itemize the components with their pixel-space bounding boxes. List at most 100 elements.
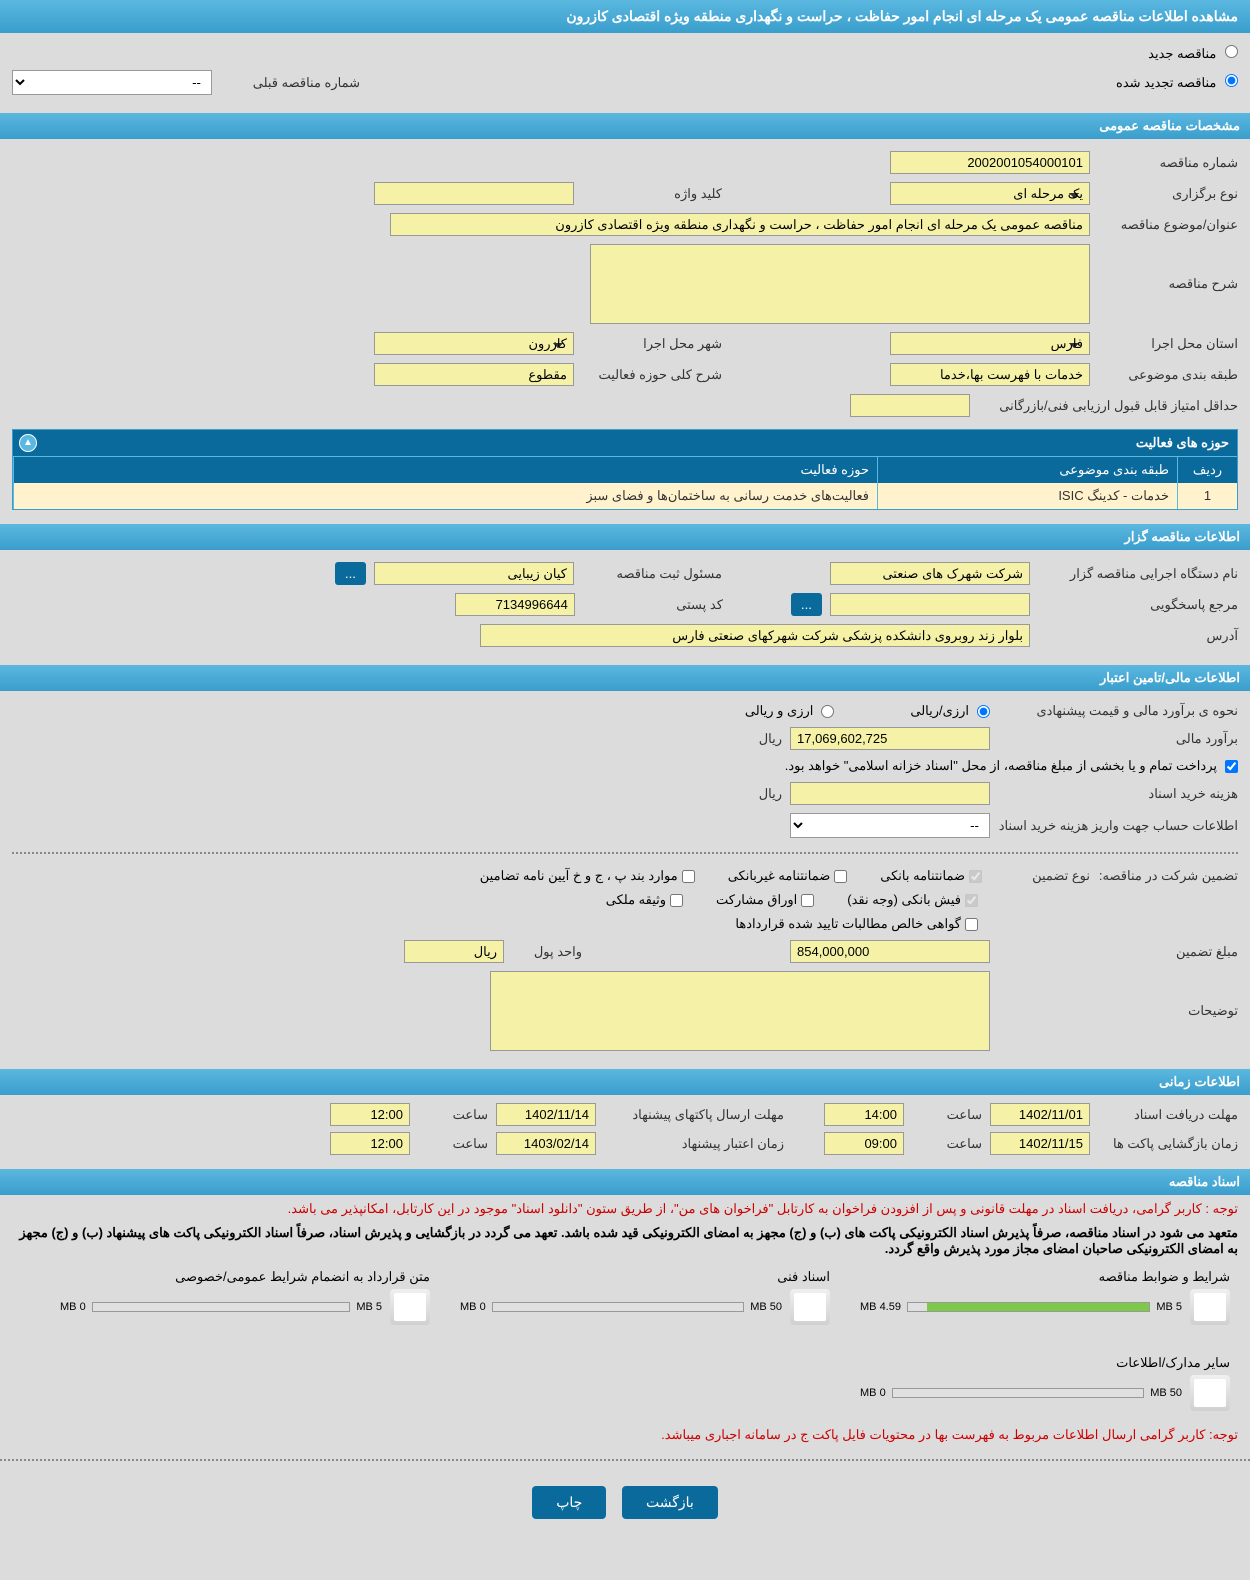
- print-button[interactable]: چاپ: [532, 1486, 606, 1519]
- registrar-more-button[interactable]: ...: [335, 562, 366, 585]
- keyword-input[interactable]: [374, 182, 574, 205]
- min-score-input[interactable]: [850, 394, 970, 417]
- type-label: نوع برگزاری: [1098, 186, 1238, 202]
- prev-number-label: شماره مناقصه قبلی: [220, 75, 360, 91]
- subject-label: عنوان/موضوع مناقصه: [1098, 217, 1238, 233]
- file-total: 5 MB: [356, 1301, 382, 1313]
- treasury-note: پرداخت تمام و یا بخشی از مبلغ مناقصه، از…: [785, 758, 1217, 774]
- open-date[interactable]: [990, 1132, 1090, 1155]
- docs-note-3: توجه: کاربر گرامی ارسال اطلاعات مربوط به…: [0, 1421, 1250, 1449]
- guarantee-amount-input[interactable]: [790, 940, 990, 963]
- folder-icon[interactable]: [1190, 1375, 1230, 1411]
- send-deadline-date[interactable]: [496, 1103, 596, 1126]
- validity-label: زمان اعتبار پیشنهاد: [604, 1136, 784, 1152]
- province-select[interactable]: فارس: [890, 332, 1090, 355]
- folder-icon[interactable]: [790, 1289, 830, 1325]
- file-box: شرایط و ضوابط مناقصه 5 MB 4.59 MB: [860, 1269, 1230, 1325]
- validity-date[interactable]: [496, 1132, 596, 1155]
- doc-cost-label: هزینه خرید اسناد: [998, 786, 1238, 802]
- docs-note-2: متعهد می شود در اسناد مناقصه، صرفاً پذیر…: [0, 1223, 1250, 1259]
- activity-table: حوزه های فعالیت ▲ ردیف طبقه بندی موضوعی …: [12, 429, 1238, 510]
- chk-prop-label: وثیقه ملکی: [606, 892, 666, 908]
- file-total: 5 MB: [1156, 1301, 1182, 1313]
- file-title: شرایط و ضوابط مناقصه: [860, 1269, 1230, 1285]
- radio-both[interactable]: [821, 705, 834, 718]
- file-grid: شرایط و ضوابط مناقصه 5 MB 4.59 MB اسناد …: [0, 1259, 1250, 1421]
- col-category: طبقه بندی موضوعی: [877, 457, 1177, 483]
- file-total: 50 MB: [1150, 1387, 1182, 1399]
- estimate-input[interactable]: [790, 727, 990, 750]
- type-select[interactable]: یک مرحله ای: [890, 182, 1090, 205]
- chk-bonds[interactable]: [801, 894, 814, 907]
- guarantee-amount-label: مبلغ تضمین: [998, 944, 1238, 960]
- chk-cert-label: گواهی خالص مطالبات تایید شده قراردادها: [735, 916, 961, 932]
- activity-table-title: حوزه های فعالیت: [1136, 435, 1229, 451]
- postal-input[interactable]: [455, 593, 575, 616]
- chk-cert[interactable]: [965, 918, 978, 931]
- progress-bar: [892, 1388, 1145, 1398]
- validity-time[interactable]: [330, 1132, 410, 1155]
- file-box: اسناد فنی 50 MB 0 MB: [460, 1269, 830, 1325]
- radio-renewed-tender[interactable]: [1225, 74, 1238, 87]
- radio-new-tender[interactable]: [1225, 45, 1238, 58]
- chk-bank-label: ضمانتنامه بانکی: [880, 868, 965, 884]
- financial-form: نحوه ی برآورد مالی و قیمت پیشنهادی ارزی/…: [0, 691, 1250, 1063]
- folder-icon[interactable]: [1190, 1289, 1230, 1325]
- account-info-select[interactable]: --: [790, 813, 990, 838]
- activity-scope-input[interactable]: [374, 363, 574, 386]
- chk-nonbank[interactable]: [834, 870, 847, 883]
- doc-deadline-date[interactable]: [990, 1103, 1090, 1126]
- chk-receipt[interactable]: [965, 894, 978, 907]
- timing-form: مهلت دریافت اسناد ساعت مهلت ارسال پاکتها…: [0, 1095, 1250, 1163]
- folder-icon[interactable]: [390, 1289, 430, 1325]
- number-input[interactable]: [890, 151, 1090, 174]
- doc-cost-input[interactable]: [790, 782, 990, 805]
- reference-input[interactable]: [830, 593, 1030, 616]
- estimate-method-label: نحوه ی برآورد مالی و قیمت پیشنهادی: [998, 703, 1238, 719]
- address-label: آدرس: [1038, 628, 1238, 644]
- radio-both-label: ارزی و ریالی: [745, 703, 814, 719]
- file-used: 0 MB: [460, 1301, 486, 1313]
- subject-input[interactable]: [390, 213, 1090, 236]
- radio-rial-label: ارزی/ریالی: [910, 703, 969, 719]
- address-input[interactable]: [480, 624, 1030, 647]
- doc-deadline-label: مهلت دریافت اسناد: [1098, 1107, 1238, 1123]
- button-row: بازگشت چاپ: [0, 1471, 1250, 1534]
- section-organizer: اطلاعات مناقصه گزار: [0, 524, 1250, 550]
- exec-input[interactable]: [830, 562, 1030, 585]
- min-score-label: حداقل امتیاز قابل قبول ارزیابی فنی/بازرگ…: [978, 398, 1238, 414]
- section-financial: اطلاعات مالی/تامین اعتبار: [0, 665, 1250, 691]
- col-idx: ردیف: [1177, 457, 1237, 483]
- guarantee-type-label: نوع تضمین: [990, 868, 1090, 884]
- registrar-input[interactable]: [374, 562, 574, 585]
- open-time[interactable]: [824, 1132, 904, 1155]
- treasury-checkbox[interactable]: [1225, 760, 1238, 773]
- chk-cases[interactable]: [682, 870, 695, 883]
- section-general: مشخصات مناقصه عمومی: [0, 113, 1250, 139]
- radio-rial[interactable]: [977, 705, 990, 718]
- cell-field: فعالیت‌های خدمت رسانی به ساختمان‌ها و فض…: [13, 483, 877, 509]
- chk-bank[interactable]: [969, 870, 982, 883]
- prev-number-select[interactable]: --: [12, 70, 212, 95]
- reference-more-button[interactable]: ...: [791, 593, 822, 616]
- doc-deadline-time[interactable]: [824, 1103, 904, 1126]
- cell-category: خدمات - کدینگ ISIC: [877, 483, 1177, 509]
- table-header-row: ردیف طبقه بندی موضوعی حوزه فعالیت: [13, 456, 1237, 483]
- progress-bar: [492, 1302, 745, 1312]
- desc-textarea[interactable]: [590, 244, 1090, 324]
- exec-label: نام دستگاه اجرایی مناقصه گزار: [1038, 566, 1238, 582]
- back-button[interactable]: بازگشت: [622, 1486, 718, 1519]
- send-deadline-time[interactable]: [330, 1103, 410, 1126]
- collapse-icon[interactable]: ▲: [19, 434, 37, 452]
- city-select[interactable]: کازرون: [374, 332, 574, 355]
- currency-input[interactable]: [404, 940, 504, 963]
- category-input[interactable]: [890, 363, 1090, 386]
- notes-textarea[interactable]: [490, 971, 990, 1051]
- chk-prop[interactable]: [670, 894, 683, 907]
- province-label: استان محل اجرا: [1098, 336, 1238, 352]
- desc-label: شرح مناقصه: [1098, 276, 1238, 292]
- radio-new-label: مناقصه جدید: [1148, 46, 1216, 61]
- progress-bar: [92, 1302, 351, 1312]
- general-form: شماره مناقصه نوع برگزاری یک مرحله ای کلی…: [0, 139, 1250, 518]
- city-label: شهر محل اجرا: [582, 336, 722, 352]
